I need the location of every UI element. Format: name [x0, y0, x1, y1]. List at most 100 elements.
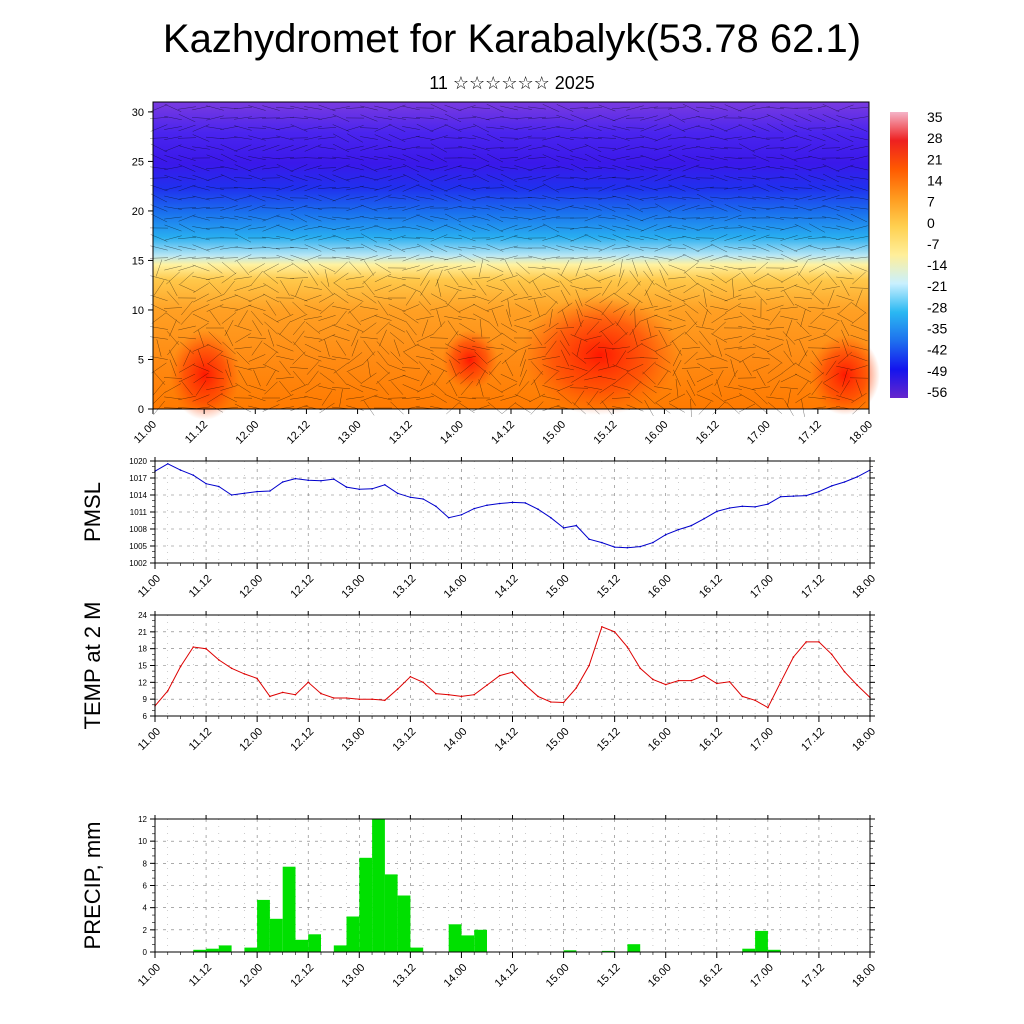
pmsl-point — [830, 485, 833, 487]
pmsl-point — [639, 545, 641, 548]
precip-bar — [627, 944, 641, 952]
xtick-label: 17.00 — [748, 962, 776, 990]
pmsl-point — [677, 528, 680, 531]
temp-point — [754, 699, 756, 702]
xtick-label: 16.00 — [646, 726, 674, 754]
ytick-label: 24 — [138, 611, 147, 620]
temp-point — [409, 675, 412, 678]
pmsl-point — [562, 527, 565, 529]
temp-point — [435, 692, 437, 695]
pmsl-point — [422, 498, 424, 500]
heatmap-xtick-label: 13.12 — [387, 419, 415, 447]
temp-ylabel: TEMP at 2 M — [80, 602, 105, 730]
temp-point — [358, 698, 361, 700]
precip-bar — [448, 924, 462, 952]
colorbar-label: -49 — [927, 363, 947, 379]
pmsl-point — [741, 505, 744, 508]
page-title: Kazhydromet for Karabalyk(53.78 62.1) — [162, 17, 862, 61]
temp-point — [256, 677, 258, 680]
ytick-label: 1017 — [129, 474, 147, 483]
heatmap-ytick-label: 10 — [132, 305, 144, 317]
precip-bar — [244, 947, 258, 952]
temp-point — [269, 695, 271, 698]
pmsl-point — [652, 541, 654, 544]
precip-bar — [767, 949, 781, 952]
ytick-label: 0 — [143, 948, 148, 957]
temp-point — [550, 701, 552, 703]
heatmap-ytick-label: 30 — [132, 107, 144, 119]
precip-bar — [461, 935, 475, 952]
ytick-label: 12 — [138, 815, 147, 824]
precip-bar — [474, 929, 487, 952]
temp-point — [447, 693, 450, 696]
xtick-label: 16.12 — [697, 573, 725, 601]
heatmap-xtick-label: 15.12 — [591, 419, 619, 447]
pmsl-point — [588, 538, 590, 540]
precip-bar — [742, 948, 756, 952]
colorbar-label: 0 — [927, 215, 935, 231]
xtick-label: 12.00 — [237, 726, 265, 754]
precip-bar — [372, 819, 385, 952]
heatmap-warm-spot — [520, 295, 680, 415]
ytick-label: 1011 — [130, 508, 148, 517]
xtick-label: 11.00 — [136, 573, 163, 600]
temp-point — [537, 695, 539, 698]
temp-point — [741, 695, 744, 698]
heatmap-ytick-label: 25 — [132, 156, 144, 168]
xtick-label: 17.12 — [799, 962, 827, 990]
heatmap-xtick-label: 14.00 — [438, 419, 466, 447]
temp-point — [333, 697, 335, 699]
pmsl-point — [320, 480, 322, 482]
xtick-label: 12.12 — [288, 573, 316, 601]
heatmap-xtick-label: 13.00 — [336, 419, 364, 447]
precip-bar — [397, 895, 411, 952]
temp-point — [486, 684, 488, 686]
ytick-label: 8 — [143, 859, 148, 868]
colorbar-label: 35 — [927, 109, 943, 125]
temp-point — [307, 681, 310, 684]
precip-bar — [410, 947, 424, 952]
heatmap-warm-spot — [442, 330, 498, 390]
pmsl-point — [498, 502, 501, 505]
temp-point — [690, 679, 693, 682]
xtick-label: 18.00 — [850, 573, 878, 601]
temp-point — [588, 664, 590, 667]
temp-point — [779, 681, 782, 684]
temp-point — [167, 690, 169, 692]
xtick-label: 15.00 — [544, 726, 572, 754]
precip-bar — [359, 857, 373, 952]
pmsl-point — [664, 533, 667, 536]
precip-bar — [282, 866, 296, 952]
xtick-label: 17.00 — [748, 726, 776, 754]
pmsl-point — [384, 484, 386, 486]
pmsl-point — [805, 494, 807, 497]
pmsl-point — [626, 546, 629, 549]
temp-point — [716, 682, 718, 685]
precip-bar — [333, 945, 347, 952]
temp-point — [218, 659, 220, 661]
precip-bar — [193, 949, 207, 952]
xtick-label: 11.12 — [187, 962, 214, 989]
pmsl-panel: 1002 1005 1008 1011 1014 1017 1020 11.00 11.12 12… — [80, 457, 878, 601]
ytick-label: 10 — [138, 837, 147, 846]
temp-point — [856, 684, 858, 686]
pmsl-point — [281, 481, 284, 483]
temp-point — [498, 674, 501, 677]
pmsl-point — [345, 486, 348, 488]
page-subtitle: 11 ☆☆☆☆☆☆ 2025 — [429, 73, 595, 93]
precip-bar — [346, 916, 360, 952]
pmsl-point — [409, 496, 412, 499]
temp-point — [345, 697, 348, 699]
pmsl-point — [294, 477, 297, 480]
pmsl-point — [167, 463, 169, 465]
pmsl-point — [703, 518, 705, 520]
pmsl-point — [843, 481, 846, 483]
temp-point — [281, 691, 284, 694]
precip-panel: 0 2 4 6 8 10 12 11.00 11.12 12.00 12.12 13.00 13.12 1… — [80, 815, 878, 990]
xtick-label: 15.12 — [595, 573, 623, 601]
xtick-label: 11.12 — [187, 573, 214, 600]
ytick-label: 6 — [143, 712, 148, 721]
pmsl-point — [728, 507, 731, 509]
pmsl-point — [601, 541, 603, 544]
